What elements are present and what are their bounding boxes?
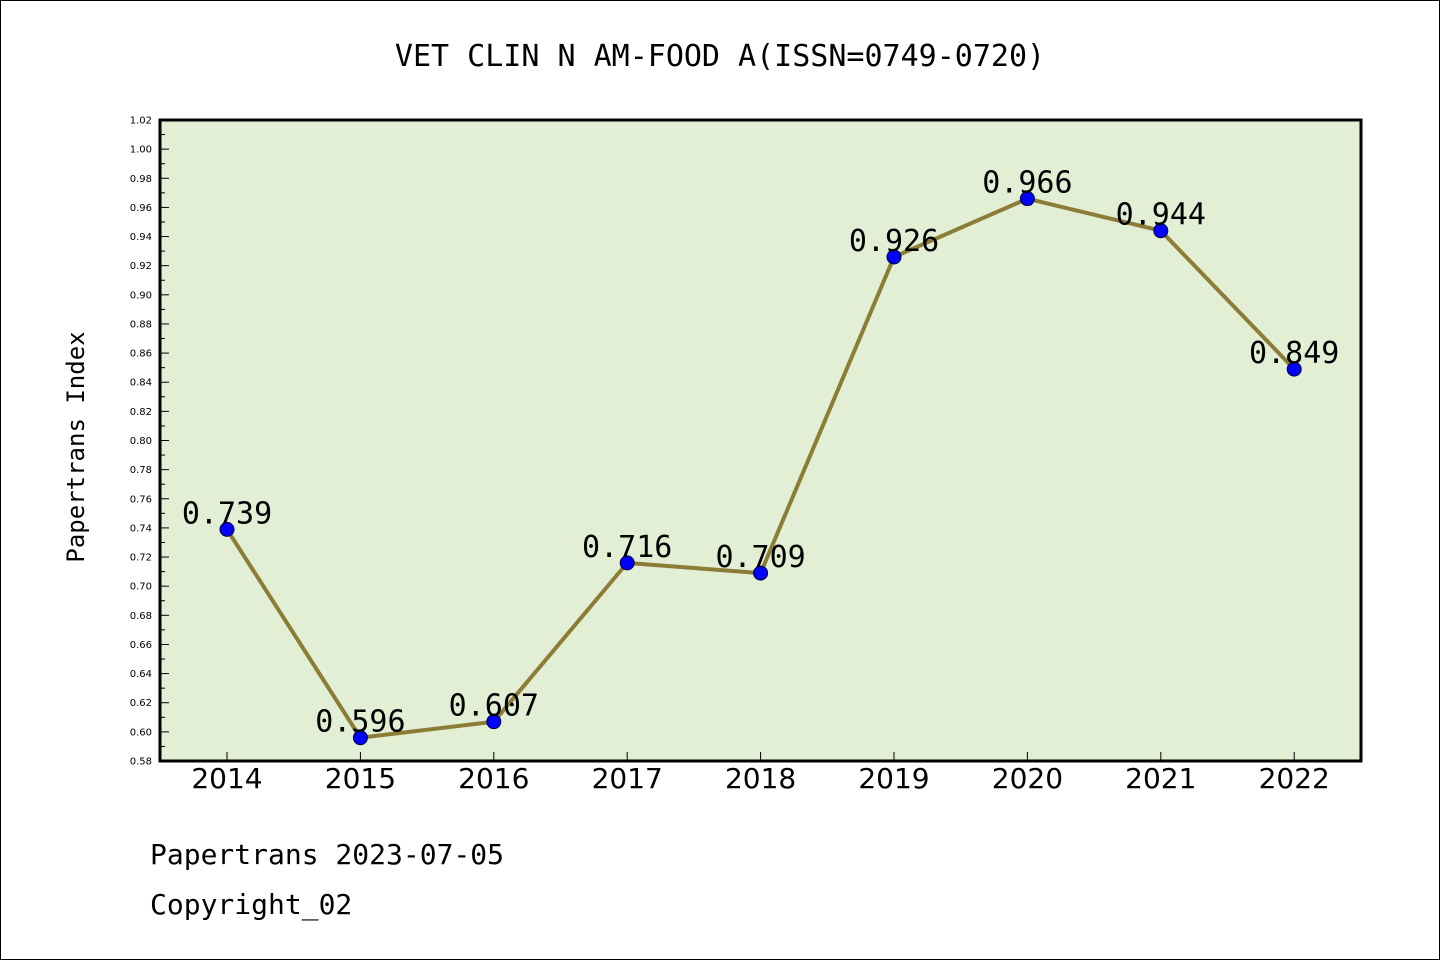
x-tick-label: 2019 xyxy=(858,762,929,795)
y-tick-label: 0.92 xyxy=(130,261,152,272)
x-tick-label: 2015 xyxy=(325,762,396,795)
data-point-2018 xyxy=(753,565,769,581)
y-axis: 0.58 0.60 0.62 0.64 0.66 0.68 0.70 0.72 0.74 0.76… xyxy=(130,116,169,768)
y-tick-label: 0.64 xyxy=(130,669,152,680)
y-tick-label: 0.66 xyxy=(130,640,152,651)
data-label-2016: 0.607 xyxy=(449,689,539,724)
x-tick-label: 2018 xyxy=(725,762,796,795)
y-tick-label: 1.02 xyxy=(130,116,152,127)
data-label-2015: 0.596 xyxy=(315,705,405,740)
data-point-2019 xyxy=(886,249,902,265)
y-tick-label: 0.84 xyxy=(130,378,152,389)
data-point-2020 xyxy=(1019,191,1035,207)
y-tick-label: 0.88 xyxy=(130,319,152,330)
data-label-2017: 0.716 xyxy=(582,530,672,565)
data-point-2016 xyxy=(486,714,502,730)
chart-title: VET CLIN N AM-FOOD A(ISSN=0749-0720) xyxy=(395,39,1045,74)
y-tick-label: 0.72 xyxy=(130,553,152,564)
data-point-2022 xyxy=(1286,361,1302,377)
y-tick-label: 0.74 xyxy=(130,523,152,534)
data-point-2021 xyxy=(1153,223,1169,239)
y-tick-label: 0.80 xyxy=(130,436,152,447)
data-labels: 0.739 0.596 0.607 0.716 0.709 0.926 0.966 0.944… xyxy=(182,166,1340,740)
x-axis: 2014 2015 2016 2017 2018 2019 2020 2021 2022 xyxy=(191,752,1330,795)
data-label-2020: 0.966 xyxy=(982,166,1072,201)
y-tick-label: 0.70 xyxy=(130,582,152,593)
x-tick-label: 2020 xyxy=(992,762,1063,795)
y-tick-label: 0.76 xyxy=(130,494,152,505)
y-tick-label: 0.86 xyxy=(130,349,152,360)
y-tick-label: 0.96 xyxy=(130,203,152,214)
footer-copyright: Copyright_02 xyxy=(150,888,352,922)
x-tick-label: 2022 xyxy=(1259,762,1330,795)
x-tick-label: 2016 xyxy=(458,762,529,795)
y-tick-label: 0.60 xyxy=(130,727,152,738)
y-tick-label: 0.78 xyxy=(130,465,152,476)
y-tick-label: 0.94 xyxy=(130,232,152,243)
data-label-2018: 0.709 xyxy=(715,540,805,575)
footer-source: Papertrans 2023-07-05 xyxy=(150,838,504,871)
x-tick-label: 2017 xyxy=(592,762,663,795)
y-axis-label: Papertrans Index xyxy=(62,331,90,562)
y-tick-label: 0.62 xyxy=(130,698,152,709)
data-point-2014 xyxy=(219,521,235,537)
y-tick-label: 0.90 xyxy=(130,290,152,301)
y-tick-label: 0.98 xyxy=(130,174,152,185)
data-points xyxy=(219,191,1302,746)
x-tick-label: 2014 xyxy=(191,762,262,795)
y-tick-label: 0.68 xyxy=(130,611,152,622)
x-tick-label: 2021 xyxy=(1125,762,1196,795)
data-label-2022: 0.849 xyxy=(1249,336,1339,371)
y-tick-label: 0.82 xyxy=(130,407,152,418)
data-label-2021: 0.944 xyxy=(1116,198,1206,233)
y-tick-label: 1.00 xyxy=(130,145,152,156)
data-label-2014: 0.739 xyxy=(182,496,272,531)
data-point-2017 xyxy=(619,555,635,571)
data-point-2015 xyxy=(352,730,368,746)
data-label-2019: 0.926 xyxy=(849,224,939,259)
y-tick-label: 0.58 xyxy=(130,757,152,768)
